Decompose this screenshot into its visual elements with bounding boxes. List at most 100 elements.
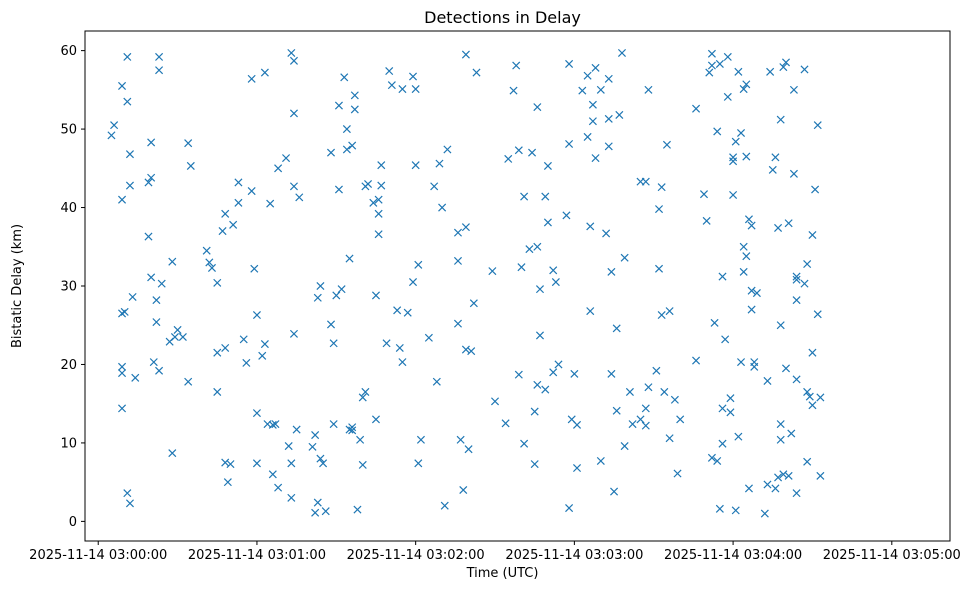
data-point [774,473,783,482]
y-tick-label: 40 [60,201,77,216]
data-point [374,230,383,239]
data-point [805,392,814,401]
data-point [319,459,328,468]
data-point [213,278,222,287]
data-point [205,258,214,267]
data-point [715,504,724,513]
data-point [644,85,653,94]
data-point [660,387,669,396]
data-point [110,121,119,130]
data-point [747,221,756,230]
data-point [123,52,132,61]
x-tick-label: 2025-11-14 03:02:00 [347,548,485,563]
data-point [800,65,809,74]
data-point [707,453,716,462]
data-point [329,339,338,348]
data-point [715,59,724,68]
data-point [490,397,500,406]
x-axis-ticks: 2025-11-14 03:00:00 2025-11-14 03:01:00 20… [29,541,961,563]
data-point [453,228,463,237]
data-point [604,74,613,83]
data-point [334,185,343,194]
y-axis-ticks: 0 10 20 30 40 50 60 [60,44,85,530]
data-point [411,161,420,170]
data-point [221,343,230,353]
data-point [157,279,166,288]
data-point [641,404,650,413]
data-point [123,489,132,498]
data-point [144,232,153,241]
data-point [800,279,809,288]
y-tick-label: 10 [60,436,77,451]
data-point [268,420,277,429]
data-point [612,406,621,415]
data-point [311,431,320,440]
data-point [723,52,732,61]
data-point [607,369,616,378]
data-point [625,387,634,396]
data-point [586,307,595,316]
data-point [811,185,820,194]
data-point [207,263,216,272]
data-point [763,376,772,385]
data-point [453,256,463,265]
data-point [430,182,439,191]
data-point [808,230,817,240]
data-point [781,58,791,67]
data-point [350,91,359,100]
data-point [239,335,248,344]
data-point [520,192,529,201]
data-point [583,132,592,141]
data-point [120,307,129,316]
data-point [234,178,243,187]
x-tick-label: 2025-11-14 03:03:00 [505,548,643,563]
data-point [155,52,164,61]
data-point [713,127,722,136]
data-point [514,370,523,379]
data-point [657,311,666,320]
data-point [364,179,373,189]
data-point [271,420,280,429]
data-point [144,178,153,187]
data-point [118,369,127,378]
data-point [578,86,587,95]
data-point [742,152,751,161]
data-point [377,181,386,190]
data-point [784,471,793,480]
data-point [461,345,470,354]
data-point [289,56,299,65]
data-point [340,73,349,82]
data-point [374,195,383,204]
data-point [654,205,664,214]
data-point [588,100,597,109]
data-point [353,505,362,514]
data-point [501,419,510,428]
data-point [326,320,336,329]
data-point [226,460,235,469]
data-point [374,209,383,218]
data-point [488,267,497,276]
data-point [350,105,359,114]
data-point [258,351,267,360]
data-point [250,264,259,273]
data-point [408,72,418,81]
data-point [533,380,542,389]
data-point [726,408,735,417]
data-point [565,59,574,68]
points-layer [107,48,825,518]
data-point [252,459,261,468]
x-tick-label: 2025-11-14 03:00:00 [29,548,167,563]
data-point [596,456,605,465]
data-point [308,442,317,451]
data-point [509,86,518,95]
chart-title: Detections in Delay [424,8,581,27]
data-point [147,138,156,147]
data-point [710,318,719,327]
data-point [739,242,748,251]
data-point [411,85,420,94]
data-point [469,299,478,308]
data-point [781,364,791,373]
data-point [128,292,137,302]
data-point [287,48,296,57]
data-point [541,385,550,394]
